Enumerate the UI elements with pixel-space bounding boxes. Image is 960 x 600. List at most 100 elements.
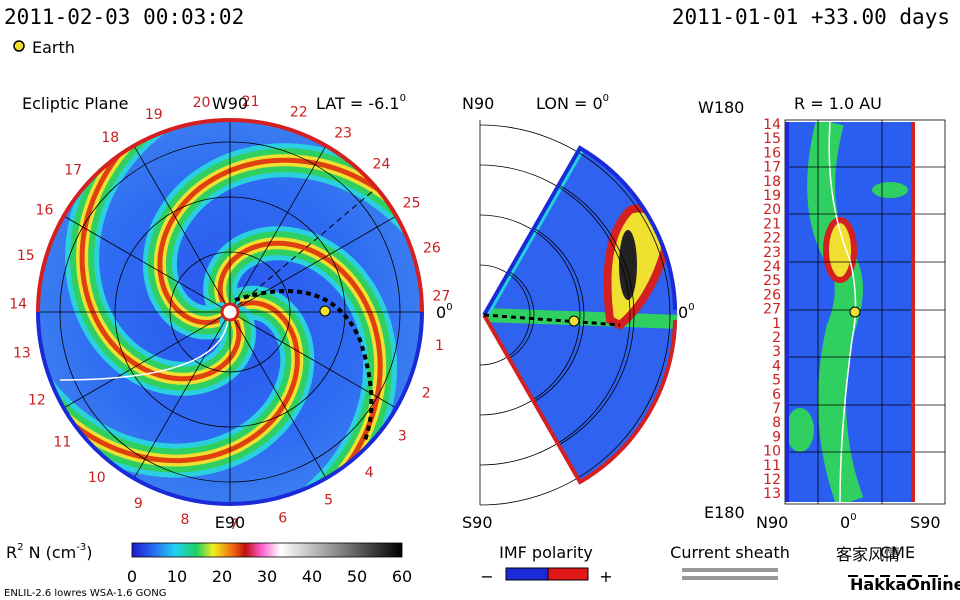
footer: ENLIL-2.6 lowres WSA-1.6 GONG <box>4 588 167 599</box>
sheath-line <box>682 568 778 572</box>
lon-label: LON = 00 <box>536 93 609 113</box>
rim-label: 14 <box>9 297 27 313</box>
colorbar-tick: 60 <box>392 567 412 586</box>
rim-label: 9 <box>134 496 143 512</box>
sheath-line <box>682 576 778 580</box>
colorbar-tick: 40 <box>302 567 322 586</box>
side-label: 27 <box>763 302 781 318</box>
rim-label: 3 <box>398 428 407 444</box>
zero-label-sup: 0 <box>688 302 694 313</box>
imf-neg <box>505 567 549 581</box>
earth-line <box>483 313 621 327</box>
colorbar-tick: 0 <box>127 567 137 586</box>
rim-label: 19 <box>145 107 163 123</box>
rim-label: 18 <box>101 130 119 146</box>
panel-title: Ecliptic Plane <box>22 94 128 113</box>
colorbar-tick: 30 <box>257 567 277 586</box>
colorbar-label: R2 N (cm-3) <box>6 542 93 562</box>
rim-label: 10 <box>88 470 106 486</box>
rim-label: 16 <box>36 202 54 218</box>
colorbar <box>131 542 403 558</box>
side-label: 2 <box>772 330 781 346</box>
rim-label: 24 <box>373 157 391 173</box>
cb-r: R <box>6 543 17 562</box>
cb-end: ) <box>86 543 92 562</box>
outer-arc <box>479 124 671 506</box>
grid-arc <box>484 264 535 366</box>
side-label: 20 <box>763 202 781 218</box>
bottom-label: E90 <box>215 513 245 532</box>
rim-label: 26 <box>423 240 441 256</box>
cme-core <box>619 230 637 300</box>
side-label: 8 <box>772 415 781 431</box>
side-label: 24 <box>763 259 781 275</box>
colorbar-tick: 10 <box>167 567 187 586</box>
white-line <box>59 319 229 381</box>
blob <box>786 408 814 452</box>
ecliptic-plot <box>38 120 422 504</box>
side-label: 5 <box>772 373 781 389</box>
side-label: 14 <box>763 117 781 133</box>
lat-label: LAT = -6.10 <box>316 93 406 113</box>
rim-label: 13 <box>13 346 31 362</box>
bottom-label: E180 <box>704 503 745 522</box>
rim-label: 2 <box>422 385 431 401</box>
rim-label: 5 <box>324 493 333 509</box>
lat-label-sup: 0 <box>400 93 406 104</box>
colorbar-tick: 50 <box>347 567 367 586</box>
side-label: 23 <box>763 245 781 261</box>
rim-label: 22 <box>290 104 308 120</box>
side-label: 12 <box>763 472 781 488</box>
lon-label-text: LON = 0 <box>536 94 603 113</box>
earth <box>568 315 580 327</box>
side-label: 7 <box>772 401 781 417</box>
side-label: 9 <box>772 429 781 445</box>
side-label: 19 <box>763 188 781 204</box>
left-label: N90 <box>756 513 788 532</box>
rim-label: 12 <box>28 393 46 409</box>
wedge-bottom <box>482 314 677 485</box>
center-label: 00 <box>840 512 857 532</box>
cme-blob <box>823 217 857 283</box>
cme-front <box>234 289 374 441</box>
center-label-sup: 0 <box>850 512 856 523</box>
rim-red <box>36 118 424 313</box>
rim-label: 4 <box>365 465 374 481</box>
rim-label: 7 <box>229 517 238 533</box>
watermark-site: HakkaOnline.com <box>850 575 960 594</box>
rim-label: 6 <box>278 510 287 526</box>
side-label: 18 <box>763 174 781 190</box>
zero-label: 00 <box>678 302 695 322</box>
zero-label: 00 <box>436 302 453 322</box>
side-label: 11 <box>763 458 781 474</box>
colorbar-tick: 20 <box>212 567 232 586</box>
side-label: 21 <box>763 216 781 232</box>
watermark-chinese: 客家风情 <box>836 545 900 564</box>
rim-label: 27 <box>432 289 450 305</box>
panel-title: R = 1.0 AU <box>794 94 882 113</box>
white-line <box>828 122 857 502</box>
rim-label: 15 <box>17 248 35 264</box>
imf-plus: + <box>599 567 612 586</box>
side-label: 13 <box>763 486 781 502</box>
rim-label: 23 <box>334 126 352 142</box>
rim-label: 1 <box>435 338 444 354</box>
rim-label: 21 <box>242 94 260 110</box>
side-label: 26 <box>763 287 781 303</box>
bottom-label: S90 <box>462 513 493 532</box>
timestamp: 2011-02-03 00:03:02 <box>4 5 244 29</box>
rim-blue <box>36 311 424 506</box>
cb-mid: N (cm <box>24 543 77 562</box>
cb-sup: -3 <box>76 542 86 553</box>
top-label: W90 <box>212 94 248 113</box>
earth <box>319 305 331 317</box>
imf-pos <box>547 567 589 581</box>
earth-line <box>229 184 381 313</box>
imf-minus: − <box>480 567 493 586</box>
elapsed: 2011-01-01 +33.00 days <box>672 5 950 29</box>
earth-legend: Earth <box>32 38 75 57</box>
side-label: 1 <box>772 316 781 332</box>
sheath <box>807 122 864 502</box>
cb-sup: 2 <box>17 542 23 553</box>
